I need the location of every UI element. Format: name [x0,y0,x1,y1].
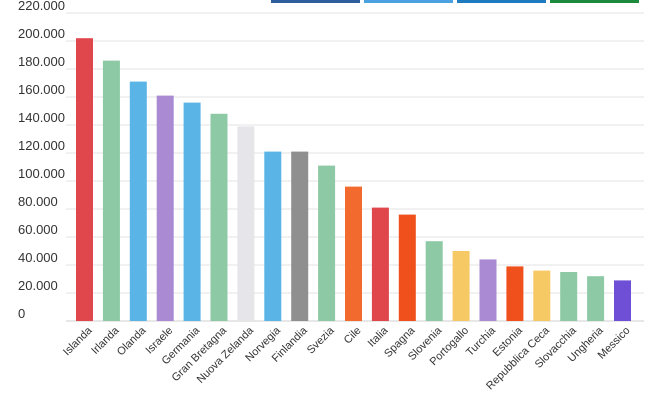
y-tick-label: 40.000 [18,250,58,265]
y-tick-label: 60.000 [18,222,58,237]
bar-gran-bretagna [210,113,228,321]
bar-turchia [479,259,497,321]
bar-ungheria [587,276,605,321]
header-tab-2[interactable] [364,0,453,3]
bar-svezia [318,165,336,321]
bar-spagna [398,214,416,321]
bar-norvegia [264,151,282,321]
bar-germania [183,102,201,321]
y-axis-tick-labels: 0 20.000 40.000 60.000 80.000 100.000 120.000 1… [18,0,65,321]
bar-slovacchia [560,272,578,321]
y-tick-label: 200.000 [18,26,65,41]
x-tick-label: Cile [342,325,364,347]
header-tab-strip [271,0,639,3]
bar-repubblica-ceca [533,270,551,321]
bar-slovenia [425,241,443,321]
y-tick-label: 0 [18,306,25,321]
x-axis-category-labels: IslandaIrlandaOlandaIsraeleGermaniaGran … [61,324,633,392]
bar-cile [345,186,362,321]
y-tick-label: 20.000 [18,278,58,293]
y-tick-label: 120.000 [18,138,65,153]
x-tick-label: Islanda [61,324,95,358]
bar-italia [371,207,389,321]
y-tick-label: 180.000 [18,54,65,69]
bar-irlanda [102,60,120,321]
bar-portogallo [452,251,470,321]
bar-nuova-zelanda [237,126,255,322]
x-tick-label: Olanda [115,324,149,358]
x-tick-label: Svezia [305,324,337,356]
header-tab-1[interactable] [271,0,360,3]
header-tab-3[interactable] [457,0,546,3]
header-tab-4[interactable] [550,0,639,3]
bar-olanda [129,81,147,321]
y-tick-label: 220.000 [18,0,65,13]
bar-finlandia [291,151,309,321]
bar-israele [156,95,174,321]
bar-islanda [76,38,93,321]
y-tick-label: 160.000 [18,82,65,97]
bar-estonia [506,266,524,321]
bar-messico [614,280,631,321]
y-tick-label: 80.000 [18,194,58,209]
y-tick-label: 140.000 [18,110,65,125]
bars [76,38,631,322]
y-tick-label: 100.000 [18,166,65,181]
